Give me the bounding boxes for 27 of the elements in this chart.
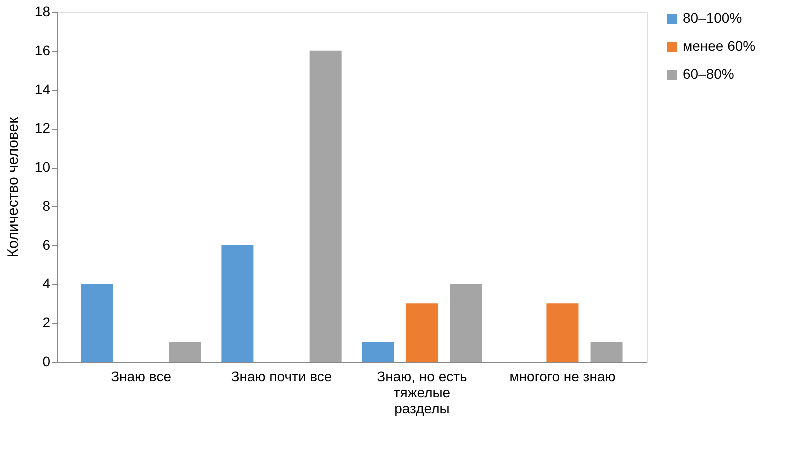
y-tick-label: 12 xyxy=(34,120,51,136)
bar xyxy=(546,304,579,362)
y-tick-label: 16 xyxy=(34,42,51,58)
y-tick-label: 14 xyxy=(34,81,51,98)
y-axis-title: Количество человек xyxy=(4,116,22,258)
bar xyxy=(590,342,623,362)
legend-label: 80–100% xyxy=(683,10,742,26)
y-tick-label: 2 xyxy=(42,314,51,331)
x-tick-label: Знаю, но есть тяжелые разделы xyxy=(377,368,468,416)
bar xyxy=(222,245,254,362)
x-tick-label: Знаю все xyxy=(111,368,172,384)
x-tick-label: многого не знаю xyxy=(510,368,616,384)
y-tick-label: 0 xyxy=(42,354,51,370)
bar xyxy=(310,50,342,362)
x-tick-label: Знаю почти все xyxy=(231,368,332,384)
y-tick-label: 8 xyxy=(42,198,51,214)
bar xyxy=(450,284,482,362)
bar xyxy=(169,342,202,362)
bar xyxy=(406,304,438,362)
y-tick-label: 18 xyxy=(34,4,51,20)
y-tick-label: 10 xyxy=(34,159,51,176)
y-tick-label: 4 xyxy=(42,276,51,292)
bar xyxy=(81,284,114,362)
legend-label: 60–80% xyxy=(683,66,734,82)
legend-label: менее 60% xyxy=(683,38,756,54)
bar xyxy=(362,342,394,362)
y-tick-label: 6 xyxy=(42,236,51,253)
